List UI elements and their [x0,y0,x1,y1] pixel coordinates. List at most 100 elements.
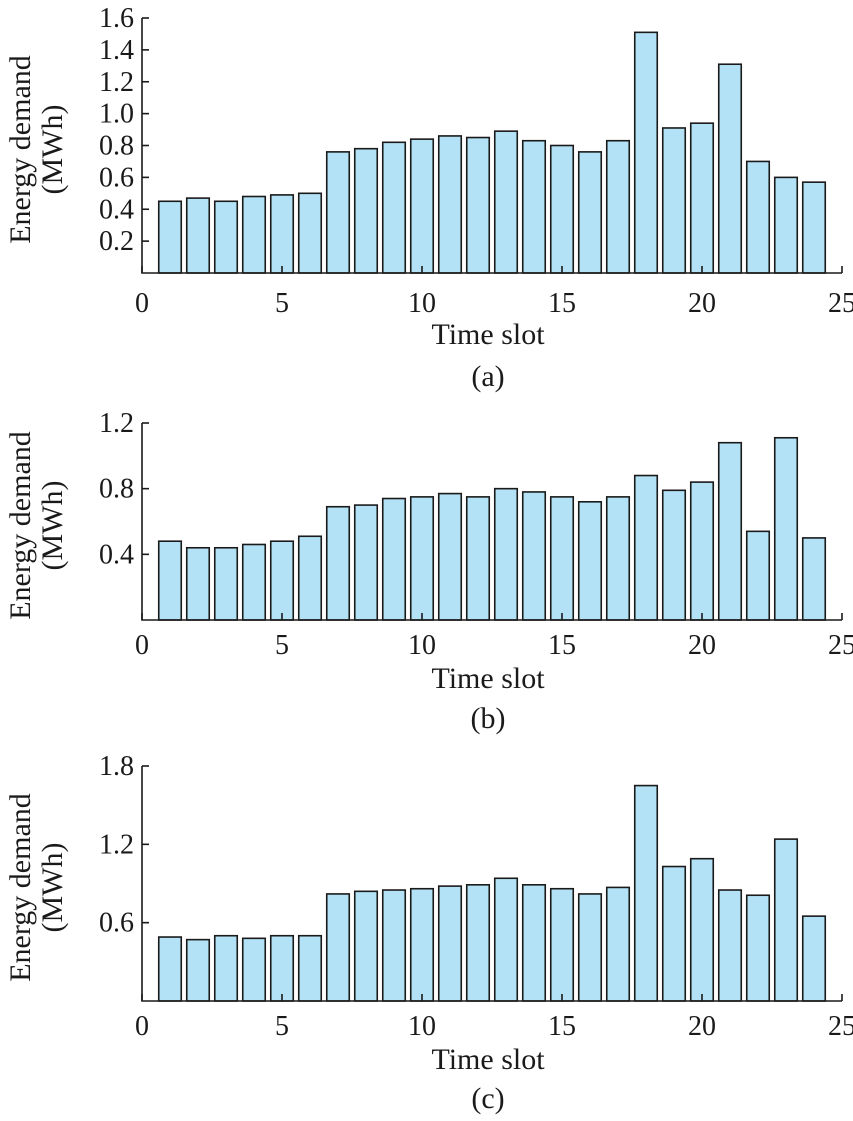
bar-slot-22 [745,530,771,621]
y-tick-label: 0.8 [99,474,134,505]
y-tick-label: 1.0 [99,99,134,130]
bar-slot-5 [269,934,295,1002]
y-tick-label: 0.6 [99,908,134,939]
bar-slot-5 [269,540,295,621]
bar-slot-9 [381,889,407,1002]
bar-slot-6 [297,934,323,1002]
bar-slot-11 [437,135,463,274]
bar-slot-19 [661,865,687,1002]
panel-caption: (b) [471,702,506,735]
panel-caption: (a) [471,360,504,393]
bar-slot-22 [745,894,771,1002]
bar-slot-1 [157,200,183,274]
panel-caption: (c) [471,1082,504,1115]
bar-slot-8 [353,147,379,274]
bar-slot-12 [465,884,491,1002]
bar-slot-1 [157,936,183,1002]
y-axis-label: Energy demand [4,55,37,244]
x-tick-label: 25 [828,630,853,661]
bar-slot-11 [437,885,463,1002]
x-tick-label: 25 [828,1011,853,1042]
bar-slot-24 [801,537,827,621]
x-tick-label: 20 [688,630,716,661]
x-tick-label: 15 [548,1011,576,1042]
bar-slot-23 [773,838,799,1002]
y-axis-label: (MWh) [36,481,69,571]
bar-slot-6 [297,192,323,274]
bar-slot-11 [437,492,463,621]
bar-slot-1 [157,540,183,621]
y-tick-label: 0.4 [99,194,134,225]
bar-slot-7 [325,151,351,274]
x-tick-label: 10 [408,1011,436,1042]
bar-slot-15 [549,496,575,621]
y-axis-label: (MWh) [36,843,69,933]
x-tick-label: 5 [275,1011,289,1042]
bar-slot-18 [633,474,659,621]
x-tick-label: 5 [275,288,289,319]
bar-slot-12 [465,136,491,274]
bar-slot-23 [773,436,799,621]
bar-slot-19 [661,489,687,621]
y-tick-label: 1.8 [99,751,134,782]
x-tick-label: 15 [548,630,576,661]
bar-slot-20 [689,122,715,274]
bar-slot-16 [577,151,603,274]
bar-slot-24 [801,915,827,1002]
bar-slot-21 [717,441,743,621]
bar-slot-21 [717,889,743,1002]
x-tick-label: 0 [135,630,149,661]
bar-slot-4 [241,195,267,274]
y-tick-label: 1.2 [99,408,134,439]
bar-slot-2 [185,938,211,1002]
bar-slot-23 [773,176,799,274]
bar-slot-13 [493,130,519,274]
bar-slot-16 [577,500,603,621]
bar-slot-22 [745,160,771,274]
y-tick-label: 0.4 [99,539,134,570]
chart-panel-b: 0.4 0.8 1.2 0 5 10 15 20 25 Time slot (b) Energy de… [4,408,853,735]
y-tick-label: 1.2 [99,67,134,98]
y-tick-label: 1.4 [99,35,134,66]
x-tick-label: 0 [135,1011,149,1042]
y-axis-label: (MWh) [36,105,69,195]
bar-slot-18 [633,784,659,1002]
x-tick-label: 25 [828,288,853,319]
bar-slot-2 [185,546,211,621]
y-tick-label: 0.6 [99,162,134,193]
bar-slot-18 [633,31,659,274]
bar-slot-12 [465,496,491,621]
bar-slot-3 [213,934,239,1002]
y-axis-label: Energy demand [4,431,37,620]
x-tick-label: 20 [688,288,716,319]
x-axis-label: Time slot [431,662,545,695]
bar-slot-6 [297,535,323,621]
bar-slot-9 [381,141,407,274]
y-tick-label: 1.2 [99,829,134,860]
bar-slot-7 [325,893,351,1002]
bar-slot-17 [605,139,631,274]
x-tick-label: 10 [408,288,436,319]
bar-slot-5 [269,194,295,274]
bar-slot-8 [353,890,379,1002]
bar-slot-3 [213,546,239,621]
bar-slot-10 [409,138,435,274]
chart-panel-c: 0.6 1.2 1.8 0 5 10 15 20 25 Time slot (c) Energy de… [4,751,853,1115]
bar-slot-10 [409,496,435,621]
bar-slot-21 [717,63,743,274]
bar-slot-20 [689,481,715,621]
bar-slot-4 [241,543,267,621]
y-axis-label: Energy demand [4,793,37,982]
bar-slot-13 [493,877,519,1002]
bar-slot-9 [381,497,407,621]
bar-slot-3 [213,200,239,274]
y-tick-label: 0.2 [99,226,134,257]
bar-slot-17 [605,496,631,621]
bar-slot-20 [689,857,715,1002]
x-tick-label: 20 [688,1011,716,1042]
y-tick-label: 0.8 [99,131,134,162]
chart-panel-a: 0.20.40.60.81.01.21.41.6 0 5 10 15 20 25 Time s… [4,3,853,393]
bar-slot-8 [353,504,379,621]
bar-slot-16 [577,893,603,1002]
